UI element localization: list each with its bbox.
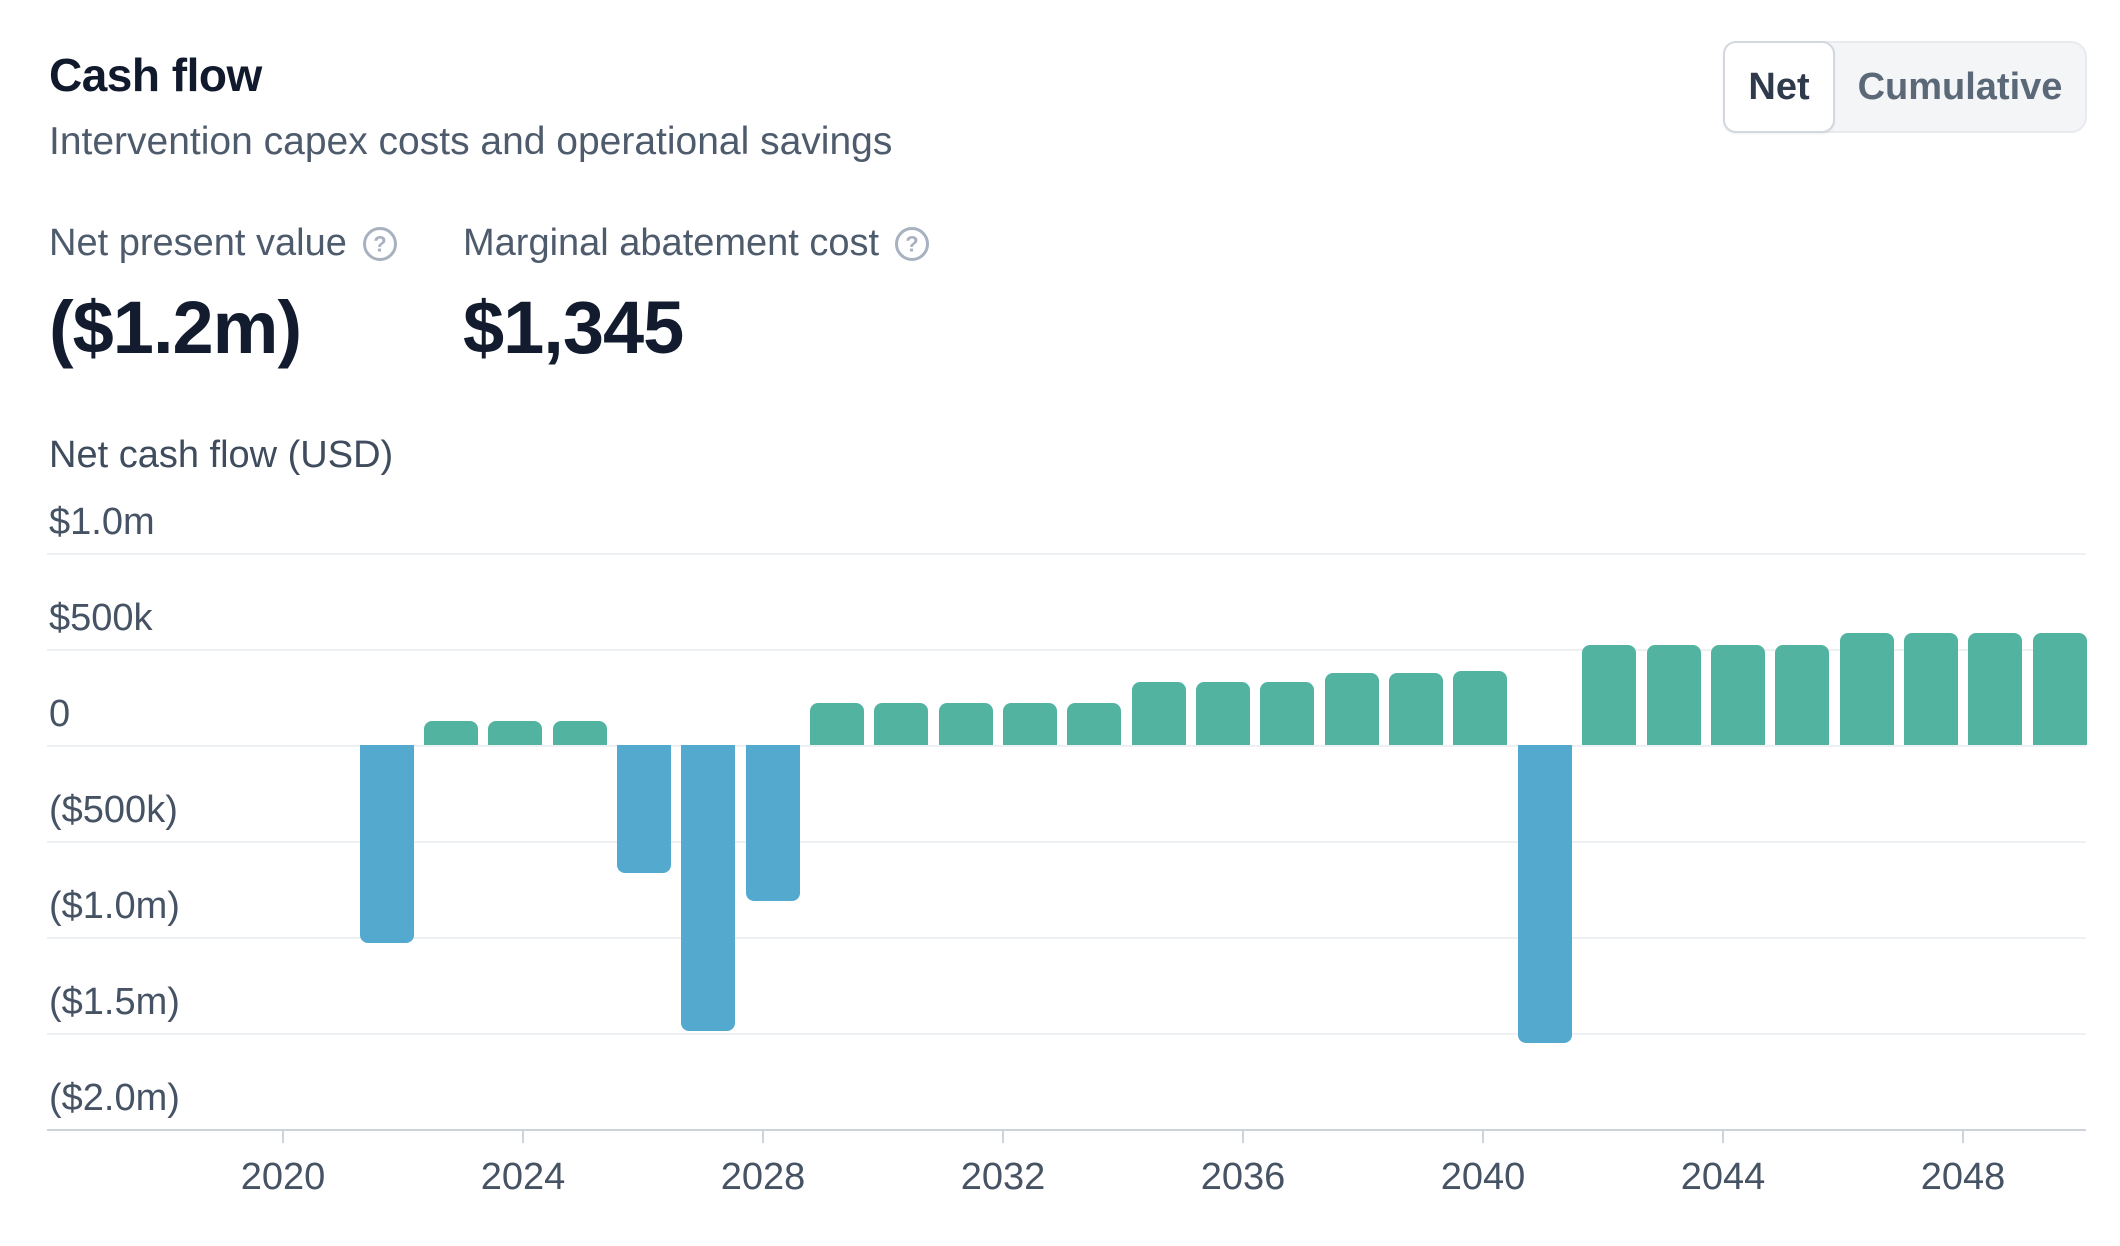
bar-2035[interactable] — [1196, 682, 1250, 745]
y-tick-label: $1.0m — [49, 501, 155, 543]
kpi-label-row: Marginal abatement cost ? — [463, 222, 931, 265]
bar-2047[interactable] — [1968, 633, 2023, 745]
x-tick — [522, 1129, 524, 1143]
gridline-($2.0m) — [47, 1129, 2086, 1131]
toggle-option-net[interactable]: Net — [1723, 41, 1835, 133]
page-title: Cash flow — [49, 49, 262, 101]
toggle-option-cumulative[interactable]: Cumulative — [1835, 43, 2085, 131]
bar-2032[interactable] — [1003, 703, 1057, 745]
y-tick-label: ($500k) — [49, 789, 178, 831]
kpi-label-row: Net present value ? — [49, 222, 399, 265]
y-tick-label: ($1.5m) — [49, 981, 180, 1023]
x-tick-label: 2048 — [1920, 1156, 2006, 1198]
x-tick — [282, 1129, 284, 1143]
svg-text:?: ? — [373, 231, 386, 256]
gridline-($500k) — [47, 841, 2086, 843]
kpi-net-present-value: Net present value ? ($1.2m) — [49, 222, 399, 370]
kpi-value: $1,345 — [463, 286, 684, 369]
x-tick-label: 2020 — [240, 1156, 326, 1198]
y-tick-label: ($2.0m) — [49, 1077, 180, 1119]
help-icon[interactable]: ? — [893, 225, 931, 263]
y-tick-label: ($1.0m) — [49, 885, 180, 927]
bar-2042[interactable] — [1646, 645, 1701, 745]
x-tick-label: 2040 — [1440, 1156, 1526, 1198]
net-cumulative-toggle: Net Cumulative — [1723, 41, 2087, 133]
bar-2034[interactable] — [1131, 682, 1186, 745]
page-subtitle: Intervention capex costs and operational… — [49, 120, 893, 163]
x-tick — [1962, 1129, 1964, 1143]
bar-2025[interactable] — [552, 721, 607, 745]
bar-2040[interactable] — [1517, 745, 1572, 1043]
bar-2027[interactable] — [681, 745, 736, 1031]
x-tick-label: 2044 — [1680, 1156, 1766, 1198]
gridline-($1.5m) — [47, 1033, 2086, 1035]
kpi-label: Net present value — [49, 222, 347, 264]
bar-2031[interactable] — [938, 703, 993, 745]
bar-2030[interactable] — [874, 703, 929, 745]
bar-2026[interactable] — [616, 745, 671, 873]
bar-2024[interactable] — [488, 721, 543, 745]
bar-2029[interactable] — [809, 703, 864, 745]
svg-text:?: ? — [905, 231, 918, 256]
bar-2039[interactable] — [1453, 671, 1508, 745]
y-axis-title: Net cash flow (USD) — [49, 434, 394, 476]
y-tick-label: 0 — [49, 693, 71, 735]
kpi-marginal-abatement-cost: Marginal abatement cost ? $1,345 — [463, 222, 931, 370]
x-tick-label: 2036 — [1200, 1156, 1286, 1198]
x-tick — [1002, 1129, 1004, 1143]
y-tick-label: $500k — [49, 597, 153, 639]
kpi-label: Marginal abatement cost — [463, 222, 880, 264]
gridline-$500k — [47, 649, 2086, 651]
bar-2043[interactable] — [1710, 645, 1765, 745]
x-tick — [762, 1129, 764, 1143]
bar-2046[interactable] — [1903, 633, 1958, 745]
bar-2022[interactable] — [359, 745, 414, 943]
bar-2023[interactable] — [423, 721, 478, 745]
bar-2044[interactable] — [1775, 645, 1830, 745]
x-tick — [1242, 1129, 1244, 1143]
bar-2041[interactable] — [1582, 645, 1637, 745]
bar-2048[interactable] — [2032, 633, 2087, 745]
bar-2036[interactable] — [1260, 682, 1315, 745]
kpi-value: ($1.2m) — [49, 286, 302, 369]
gridline-$1.0m — [47, 553, 2086, 555]
bar-2033[interactable] — [1067, 703, 1122, 745]
bar-2028[interactable] — [745, 745, 800, 901]
gridline-0 — [47, 745, 2086, 747]
x-tick — [1722, 1129, 1724, 1143]
x-tick-label: 2028 — [720, 1156, 806, 1198]
gridline-($1.0m) — [47, 937, 2086, 939]
x-tick-label: 2032 — [960, 1156, 1046, 1198]
x-tick — [1482, 1129, 1484, 1143]
help-icon[interactable]: ? — [361, 225, 399, 263]
x-tick-label: 2024 — [480, 1156, 566, 1198]
bar-2037[interactable] — [1324, 673, 1379, 745]
bar-2038[interactable] — [1389, 673, 1444, 745]
bar-2045[interactable] — [1839, 633, 1894, 745]
